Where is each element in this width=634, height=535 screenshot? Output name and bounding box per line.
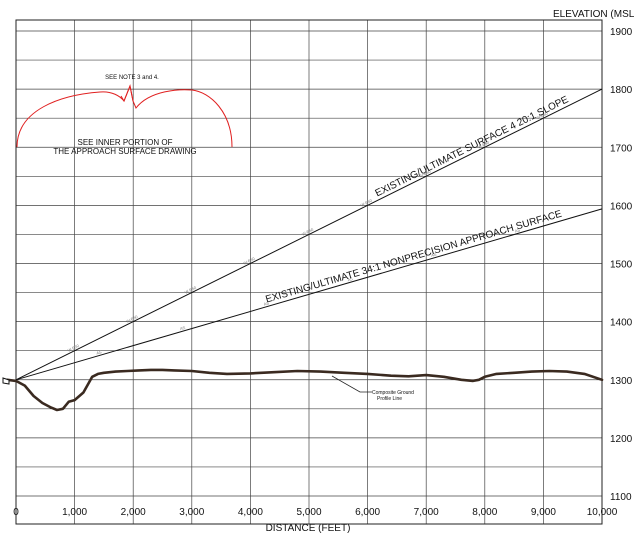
x-tick-label: 2,000 (121, 507, 146, 518)
y-tick-label: 1500 (610, 260, 633, 271)
surface-mark-label: AS (347, 276, 354, 282)
x-tick-label: 6,000 (355, 507, 380, 518)
surface-mark-label: W-E50 (243, 256, 257, 266)
surface-line-0 (15, 88, 603, 381)
y-tick-label: 1300 (610, 376, 633, 387)
inner-portion-label-2: THE APPROACH SURFACE DRAWING (53, 147, 196, 156)
ground-profile-line (5, 368, 604, 412)
surface-mark-label: W-E50 (184, 285, 198, 295)
y-tick-label: 1100 (610, 492, 632, 503)
x-tick-label: 10,000 (587, 507, 618, 518)
inner-portion-outline: SEE NOTE 3 and 4. SEE INNER PORTION OF T… (16, 75, 233, 156)
x-tick-label: 4,000 (238, 507, 263, 518)
callout-label-2: Profile Line (377, 396, 402, 402)
surface-mark-label: W-E50 (477, 139, 491, 149)
surface-label-0: EXISTING/ULTIMATE SURFACE 4 20:1 SLOPE (374, 94, 571, 199)
y-tick-label: 1700 (610, 143, 633, 154)
surface-line-1 (15, 208, 603, 381)
surface-mark-label: AS (514, 227, 521, 233)
threshold-icon (2, 377, 10, 385)
y-tick-label: 1600 (610, 201, 633, 212)
y-tick-label: 1900 (610, 27, 633, 38)
surface-mark-label: W-E50 (125, 314, 139, 324)
surface-mark-label: W-E50 (536, 110, 550, 120)
surface-mark-label: AS (263, 300, 270, 306)
y-tick-label: 1200 (610, 434, 633, 445)
x-tick-label: 8,000 (472, 507, 497, 518)
surface-mark-label: AS (430, 252, 437, 258)
surface-mark-label: AS (96, 349, 103, 355)
x-tick-labels: 0 1,000 2,000 3,000 4,000 5,000 6,000 7,000 8,00… (13, 507, 618, 518)
x-tick-label: 9,000 (531, 507, 556, 518)
series-layer: W-E50 W-E50 W-E50 W-E50 W-E50 W-E50 W-E50 W-E50… (5, 88, 604, 412)
surface-mark-label: W-E50 (301, 226, 315, 236)
surface-mark-label: W-E50 (418, 168, 432, 178)
y-tick-label: 1800 (610, 85, 633, 96)
x-tick-label: 0 (13, 507, 19, 518)
grid (16, 20, 602, 524)
callout-label-1: Composite Ground (372, 390, 414, 396)
plot-frame (15, 19, 603, 525)
inner-portion-label-1: SEE INNER PORTION OF (78, 138, 173, 147)
ground-profile-callout: Composite Ground Profile Line (331, 375, 414, 402)
runway-threshold-marker (2, 377, 10, 385)
note-leader-line (120, 84, 134, 103)
series-labels: EXISTING/ULTIMATE SURFACE 4 20:1 SLOPEEX… (264, 94, 570, 305)
see-note-label: SEE NOTE 3 and 4. (105, 75, 159, 81)
x-axis-title: DISTANCE (FEET) (266, 523, 351, 534)
callout-leader (331, 375, 372, 393)
surface-mark-label: W-E50 (67, 343, 81, 353)
x-tick-label: 3,000 (179, 507, 204, 518)
x-tick-label: 5,000 (296, 507, 321, 518)
surface-mark-label: AS (179, 325, 186, 331)
surface-mark-label: W-E50 (360, 197, 374, 207)
y-tick-label: 1400 (610, 318, 633, 329)
y-tick-labels: 1100 1200 1300 1400 1500 1600 1700 1800 1900 (610, 27, 633, 503)
x-tick-label: 7,000 (414, 507, 439, 518)
y-axis-title: ELEVATION (MSL (553, 9, 634, 20)
x-tick-label: 1,000 (62, 507, 87, 518)
